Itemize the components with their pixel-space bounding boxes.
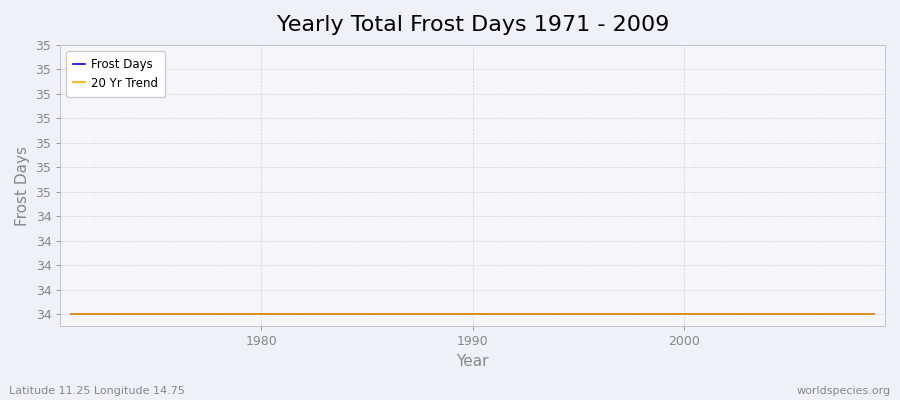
Frost Days — [573, 312, 584, 316]
20 Yr Trend — [86, 312, 97, 316]
20 Yr Trend — [763, 312, 774, 316]
Frost Days — [425, 312, 436, 316]
Frost Days — [150, 312, 161, 316]
Frost Days — [277, 312, 288, 316]
20 Yr Trend — [721, 312, 732, 316]
Frost Days — [552, 312, 562, 316]
20 Yr Trend — [277, 312, 288, 316]
Frost Days — [806, 312, 816, 316]
20 Yr Trend — [362, 312, 373, 316]
20 Yr Trend — [658, 312, 669, 316]
20 Yr Trend — [806, 312, 816, 316]
Frost Days — [658, 312, 669, 316]
Frost Days — [193, 312, 203, 316]
20 Yr Trend — [467, 312, 478, 316]
20 Yr Trend — [573, 312, 584, 316]
20 Yr Trend — [848, 312, 859, 316]
20 Yr Trend — [129, 312, 140, 316]
Frost Days — [594, 312, 605, 316]
20 Yr Trend — [66, 312, 77, 316]
Frost Days — [66, 312, 77, 316]
20 Yr Trend — [679, 312, 689, 316]
20 Yr Trend — [235, 312, 246, 316]
Frost Days — [616, 312, 626, 316]
Frost Days — [763, 312, 774, 316]
20 Yr Trend — [382, 312, 393, 316]
Frost Days — [446, 312, 457, 316]
Frost Days — [636, 312, 647, 316]
20 Yr Trend — [108, 312, 119, 316]
Frost Days — [235, 312, 246, 316]
20 Yr Trend — [552, 312, 562, 316]
Frost Days — [848, 312, 859, 316]
Frost Days — [340, 312, 351, 316]
20 Yr Trend — [256, 312, 266, 316]
20 Yr Trend — [785, 312, 796, 316]
Frost Days — [467, 312, 478, 316]
20 Yr Trend — [425, 312, 436, 316]
Text: Latitude 11.25 Longitude 14.75: Latitude 11.25 Longitude 14.75 — [9, 386, 184, 396]
Frost Days — [256, 312, 266, 316]
20 Yr Trend — [298, 312, 309, 316]
Frost Days — [382, 312, 393, 316]
20 Yr Trend — [404, 312, 415, 316]
20 Yr Trend — [594, 312, 605, 316]
Frost Days — [869, 312, 880, 316]
Frost Days — [171, 312, 182, 316]
Frost Days — [827, 312, 838, 316]
Frost Days — [362, 312, 373, 316]
Text: worldspecies.org: worldspecies.org — [796, 386, 891, 396]
20 Yr Trend — [150, 312, 161, 316]
20 Yr Trend — [742, 312, 753, 316]
20 Yr Trend — [616, 312, 626, 316]
20 Yr Trend — [509, 312, 520, 316]
20 Yr Trend — [193, 312, 203, 316]
Frost Days — [298, 312, 309, 316]
20 Yr Trend — [446, 312, 457, 316]
Frost Days — [700, 312, 711, 316]
20 Yr Trend — [531, 312, 542, 316]
Frost Days — [531, 312, 542, 316]
20 Yr Trend — [213, 312, 224, 316]
Frost Days — [129, 312, 140, 316]
20 Yr Trend — [171, 312, 182, 316]
20 Yr Trend — [340, 312, 351, 316]
Frost Days — [86, 312, 97, 316]
Y-axis label: Frost Days: Frost Days — [15, 146, 30, 226]
Legend: Frost Days, 20 Yr Trend: Frost Days, 20 Yr Trend — [67, 51, 166, 97]
X-axis label: Year: Year — [456, 354, 489, 369]
Frost Days — [489, 312, 500, 316]
20 Yr Trend — [489, 312, 500, 316]
Frost Days — [679, 312, 689, 316]
Frost Days — [509, 312, 520, 316]
20 Yr Trend — [636, 312, 647, 316]
Frost Days — [108, 312, 119, 316]
Frost Days — [404, 312, 415, 316]
20 Yr Trend — [827, 312, 838, 316]
Frost Days — [721, 312, 732, 316]
20 Yr Trend — [869, 312, 880, 316]
20 Yr Trend — [700, 312, 711, 316]
Frost Days — [320, 312, 330, 316]
Frost Days — [742, 312, 753, 316]
20 Yr Trend — [320, 312, 330, 316]
Title: Yearly Total Frost Days 1971 - 2009: Yearly Total Frost Days 1971 - 2009 — [276, 15, 669, 35]
Frost Days — [213, 312, 224, 316]
Frost Days — [785, 312, 796, 316]
